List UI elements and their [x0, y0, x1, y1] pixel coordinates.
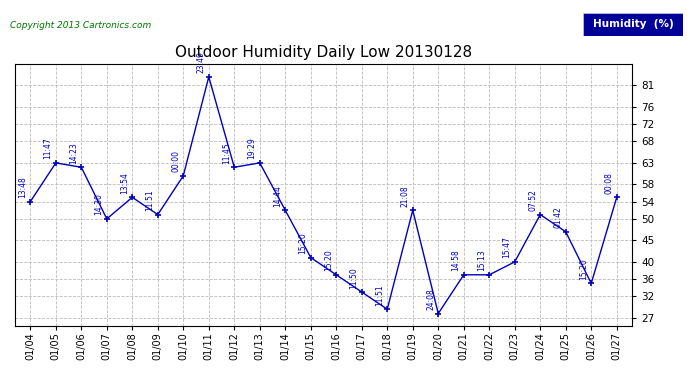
- Text: 21:08: 21:08: [401, 185, 410, 207]
- Text: 15:20: 15:20: [579, 258, 588, 280]
- Text: 13:48: 13:48: [18, 177, 27, 198]
- Text: 15:13: 15:13: [477, 250, 486, 272]
- Text: 14:44: 14:44: [273, 185, 282, 207]
- Text: 24:08: 24:08: [426, 288, 435, 310]
- Text: Copyright 2013 Cartronics.com: Copyright 2013 Cartronics.com: [10, 21, 152, 30]
- Text: 19:29: 19:29: [248, 138, 257, 159]
- Text: 15:20: 15:20: [299, 232, 308, 254]
- Text: 01:42: 01:42: [553, 207, 562, 228]
- Text: 15:47: 15:47: [502, 237, 511, 258]
- Text: 11:45: 11:45: [222, 142, 231, 164]
- Text: 23:49: 23:49: [197, 51, 206, 74]
- Text: 11:47: 11:47: [43, 138, 52, 159]
- Text: Humidity  (%): Humidity (%): [593, 20, 673, 29]
- Text: 11:51: 11:51: [146, 189, 155, 211]
- Text: 11:51: 11:51: [375, 284, 384, 306]
- Text: 14:58: 14:58: [451, 250, 461, 272]
- Text: 07:52: 07:52: [528, 189, 537, 211]
- Text: 00:08: 00:08: [604, 172, 613, 194]
- Text: 14:23: 14:23: [69, 142, 78, 164]
- Text: 11:50: 11:50: [350, 267, 359, 289]
- Text: 14:30: 14:30: [95, 194, 103, 215]
- Text: 13:54: 13:54: [120, 172, 129, 194]
- Text: 00:00: 00:00: [171, 150, 180, 172]
- Title: Outdoor Humidity Daily Low 20130128: Outdoor Humidity Daily Low 20130128: [175, 45, 472, 60]
- Text: 15:20: 15:20: [324, 250, 333, 272]
